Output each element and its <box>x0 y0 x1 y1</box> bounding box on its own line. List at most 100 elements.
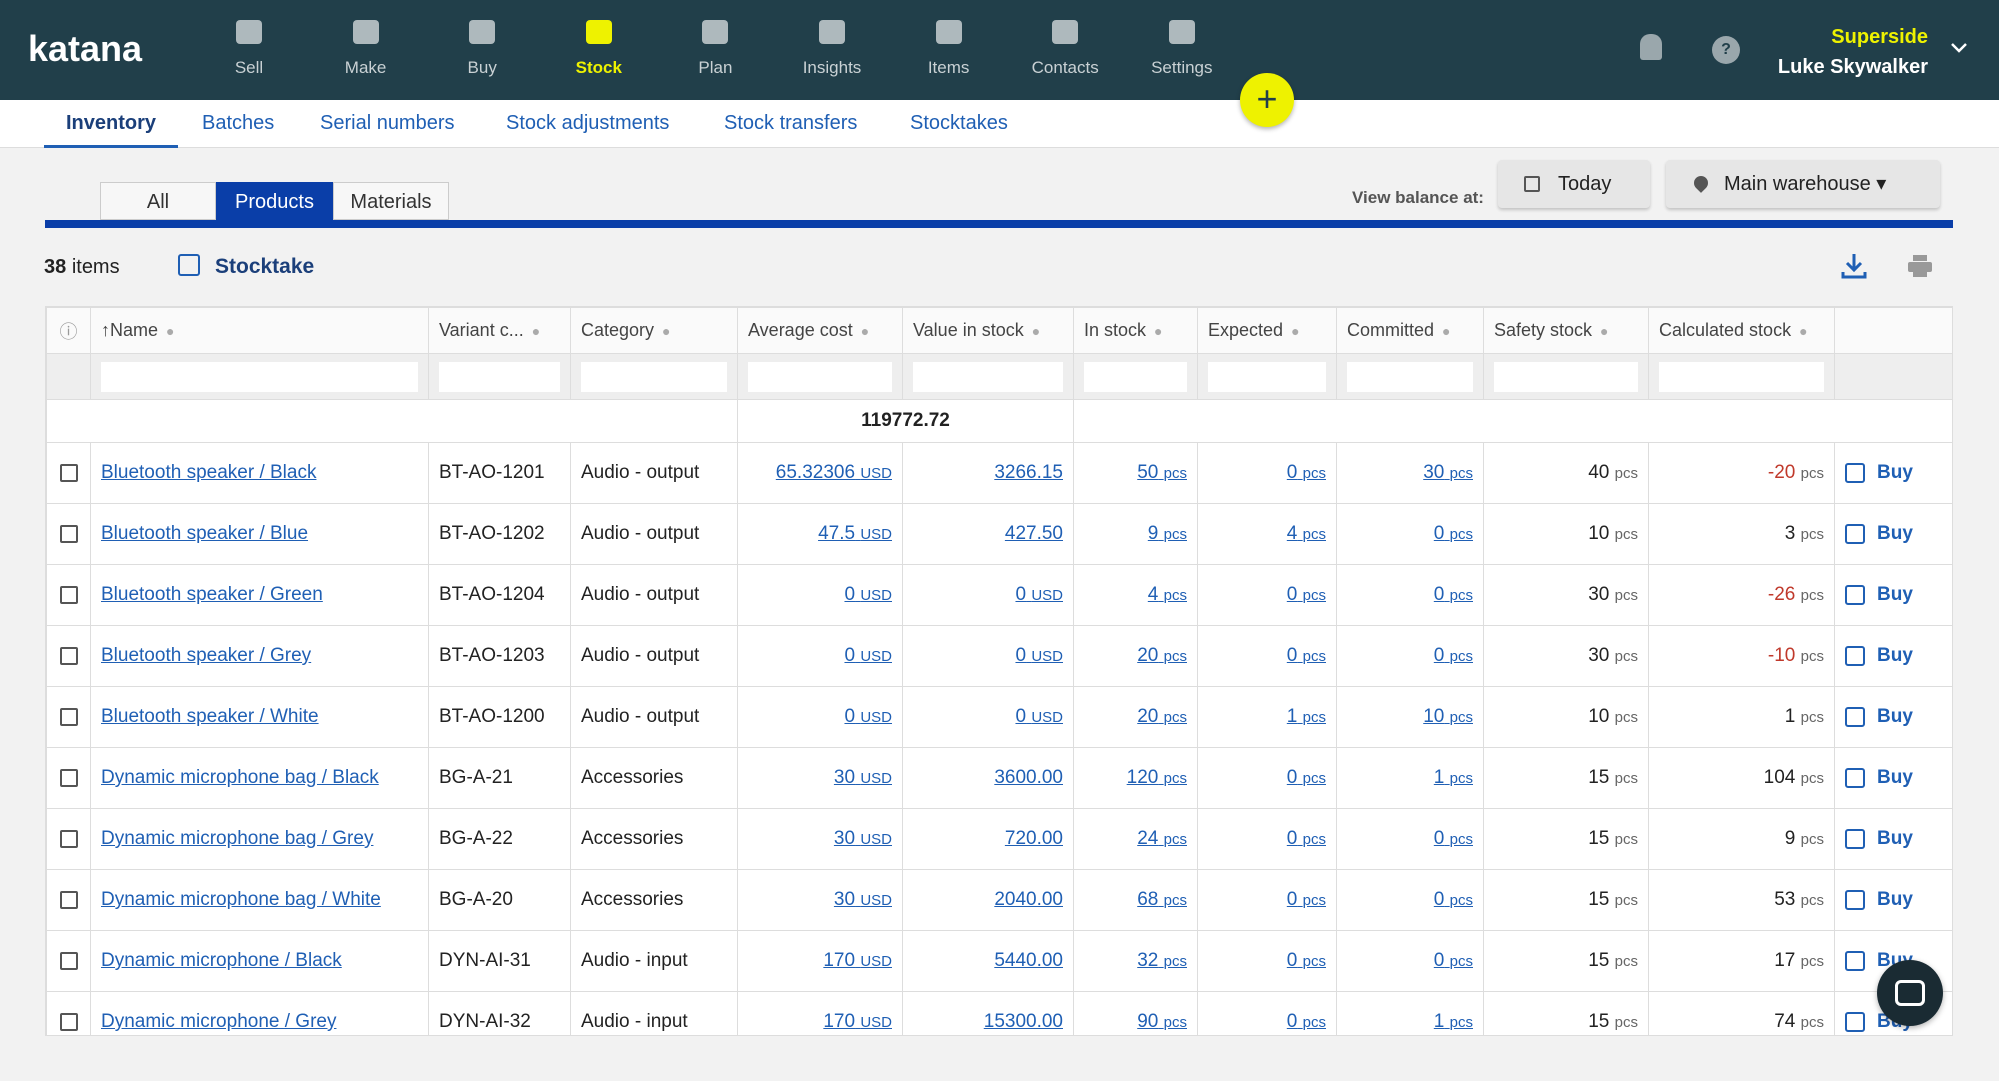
nav-item[interactable]: Buy <box>427 8 537 78</box>
cell-link[interactable]: 0 pcs <box>1434 950 1473 971</box>
cell-link[interactable]: 0 pcs <box>1287 584 1326 605</box>
logo[interactable]: katana <box>28 28 143 69</box>
cell-link[interactable]: 20 pcs <box>1137 706 1187 727</box>
download-icon[interactable] <box>1840 252 1868 280</box>
product-link[interactable]: Bluetooth speaker / Green <box>101 584 323 605</box>
chat-button[interactable] <box>1877 960 1943 1026</box>
nav-item[interactable]: Items <box>894 8 1004 78</box>
help-icon[interactable]: ? <box>1712 36 1740 64</box>
product-link[interactable]: Dynamic microphone / Black <box>101 950 342 971</box>
checkbox[interactable] <box>59 647 78 665</box>
action-cell[interactable]: Buy <box>1834 686 1952 748</box>
print-icon[interactable] <box>1906 252 1934 280</box>
cell-link[interactable]: 0 pcs <box>1434 645 1473 666</box>
checkbox[interactable] <box>59 586 78 604</box>
product-link[interactable]: Bluetooth speaker / Black <box>101 462 317 483</box>
cell-link[interactable]: 0 pcs <box>1287 645 1326 666</box>
filter-tab[interactable]: Products <box>216 182 333 220</box>
column-header[interactable]: Committed ● <box>1336 307 1484 354</box>
cell-link[interactable]: 47.5 USD <box>818 523 892 544</box>
nav-item[interactable]: Insights <box>777 8 887 78</box>
cell-link[interactable]: 0 USD <box>844 584 892 605</box>
cell-link[interactable]: 0 pcs <box>1287 889 1326 910</box>
stocktake-button[interactable]: Stocktake <box>215 255 315 278</box>
user-menu-caret[interactable] <box>1950 42 1968 54</box>
nav-item[interactable]: Make <box>311 8 421 78</box>
cell-link[interactable]: 0 pcs <box>1287 1011 1326 1032</box>
column-header[interactable]: Average cost ● <box>737 307 903 354</box>
cell-link[interactable]: 1 pcs <box>1287 706 1326 727</box>
action-cell[interactable]: Buy <box>1834 625 1952 687</box>
product-link[interactable]: Bluetooth speaker / White <box>101 706 319 727</box>
filter-input[interactable] <box>1084 361 1187 392</box>
checkbox[interactable] <box>59 830 78 848</box>
cell-link[interactable]: 0 pcs <box>1434 523 1473 544</box>
notifications-icon[interactable] <box>1640 34 1662 60</box>
cell-link[interactable]: 30 pcs <box>1423 462 1473 483</box>
filter-input[interactable] <box>913 361 1063 392</box>
cell-link[interactable]: 0 USD <box>1015 706 1063 727</box>
cell-link[interactable]: 24 pcs <box>1137 828 1187 849</box>
filter-input[interactable] <box>1208 361 1326 392</box>
action-cell[interactable]: Buy <box>1834 747 1952 809</box>
action-cell[interactable]: Buy <box>1834 869 1952 931</box>
column-header[interactable]: Value in stock ● <box>902 307 1074 354</box>
filter-tab[interactable]: Materials <box>333 182 449 220</box>
cell-link[interactable]: 0 USD <box>844 645 892 666</box>
cell-link[interactable]: 65.32306 USD <box>776 462 892 483</box>
filter-tab[interactable]: All <box>100 182 216 220</box>
cell-link[interactable]: 0 pcs <box>1287 828 1326 849</box>
cell-link[interactable]: 1 pcs <box>1434 1011 1473 1032</box>
product-link[interactable]: Bluetooth speaker / Blue <box>101 523 309 544</box>
product-link[interactable]: Dynamic microphone / Grey <box>101 1011 337 1032</box>
cell-link[interactable]: 68 pcs <box>1137 889 1187 910</box>
column-header[interactable]: Category ● <box>570 307 738 354</box>
cell-link[interactable]: 4 pcs <box>1148 584 1187 605</box>
cell-link[interactable]: 4 pcs <box>1287 523 1326 544</box>
cell-link[interactable]: 427.50 <box>1005 523 1063 544</box>
action-cell[interactable]: Buy <box>1834 808 1952 870</box>
filter-input[interactable] <box>1494 361 1638 392</box>
cell-link[interactable]: 0 pcs <box>1287 950 1326 971</box>
filter-input[interactable] <box>1659 361 1824 392</box>
sub-tab[interactable]: Serial numbers <box>320 112 455 134</box>
sub-tab[interactable]: Stock transfers <box>724 112 858 134</box>
checkbox[interactable] <box>59 769 78 787</box>
nav-item[interactable]: Plan <box>660 8 770 78</box>
date-button[interactable]: Today <box>1498 160 1650 208</box>
column-header[interactable]: In stock ● <box>1073 307 1198 354</box>
add-button[interactable]: + <box>1240 73 1294 127</box>
cell-link[interactable]: 720.00 <box>1005 828 1063 849</box>
column-header[interactable]: Expected ● <box>1197 307 1337 354</box>
nav-item[interactable]: Settings <box>1127 8 1237 78</box>
cell-link[interactable]: 9 pcs <box>1148 523 1187 544</box>
cell-link[interactable]: 170 USD <box>823 950 892 971</box>
column-header[interactable]: Safety stock ● <box>1483 307 1649 354</box>
nav-item[interactable]: Contacts <box>1010 8 1120 78</box>
cell-link[interactable]: 30 USD <box>834 828 892 849</box>
cell-link[interactable]: 0 USD <box>1015 645 1063 666</box>
cell-link[interactable]: 1 pcs <box>1434 767 1473 788</box>
checkbox[interactable] <box>59 708 78 726</box>
checkbox[interactable] <box>59 952 78 970</box>
cell-link[interactable]: 0 USD <box>844 706 892 727</box>
checkbox[interactable] <box>59 891 78 909</box>
cell-link[interactable]: 20 pcs <box>1137 645 1187 666</box>
sub-tab[interactable]: Inventory <box>44 112 179 148</box>
action-cell[interactable]: Buy <box>1834 564 1952 626</box>
cell-link[interactable]: 15300.00 <box>984 1011 1063 1032</box>
product-link[interactable]: Bluetooth speaker / Grey <box>101 645 312 666</box>
cell-link[interactable]: 170 USD <box>823 1011 892 1032</box>
sub-tab[interactable]: Batches <box>202 112 275 134</box>
filter-input[interactable] <box>101 361 418 392</box>
action-cell[interactable]: Buy <box>1834 442 1952 504</box>
cell-link[interactable]: 30 USD <box>834 889 892 910</box>
checkbox[interactable] <box>59 525 78 543</box>
cell-link[interactable]: 32 pcs <box>1137 950 1187 971</box>
cell-link[interactable]: 0 pcs <box>1434 889 1473 910</box>
cell-link[interactable]: 0 pcs <box>1434 828 1473 849</box>
column-header[interactable]: ↑Name ● <box>90 307 429 354</box>
cell-link[interactable]: 50 pcs <box>1137 462 1187 483</box>
cell-link[interactable]: 2040.00 <box>994 889 1063 910</box>
sub-tab[interactable]: Stock adjustments <box>506 112 670 134</box>
